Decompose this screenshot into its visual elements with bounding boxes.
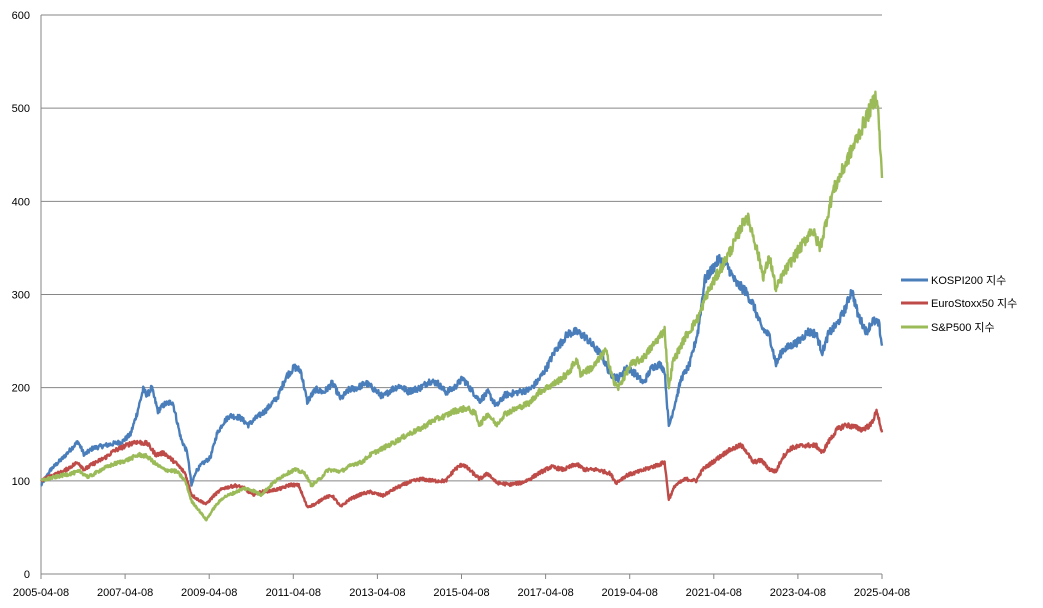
y-tick-label: 300 [12, 290, 30, 302]
x-tick-label: 2019-04-08 [602, 587, 658, 599]
x-tick-label: 2023-04-08 [770, 587, 826, 599]
x-tick-label: 2007-04-08 [97, 587, 153, 599]
x-tick-label: 2025-04-08 [854, 587, 910, 599]
y-tick-label: 200 [12, 383, 30, 395]
x-tick-label: 2021-04-08 [686, 587, 742, 599]
series-line-1 [40, 408, 884, 509]
legend-label: S&P500 지수 [931, 321, 995, 334]
legend-label: KOSPI200 지수 [931, 274, 1006, 287]
series-line-2 [40, 90, 884, 522]
series-line-0 [40, 253, 884, 487]
x-tick-label: 2009-04-08 [181, 587, 237, 599]
x-tick-label: 2017-04-08 [517, 587, 573, 599]
x-tick-label: 2015-04-08 [433, 587, 489, 599]
series-lines [40, 90, 884, 522]
y-tick-label: 100 [12, 476, 30, 488]
x-tick-label: 2013-04-08 [349, 587, 405, 599]
legend-label: EuroStoxx50 지수 [931, 297, 1017, 310]
axes [40, 15, 883, 579]
y-axis-tick-labels: 0 100 200 300 400 500 600 [12, 10, 30, 581]
y-tick-label: 0 [24, 569, 30, 581]
y-tick-label: 500 [12, 103, 30, 115]
y-tick-label: 600 [12, 10, 30, 22]
legend: KOSPI200 지수 EuroStoxx50 지수 S&P500 지수 [901, 274, 1017, 334]
gridlines [41, 14, 882, 482]
x-tick-label: 2005-04-08 [13, 587, 69, 599]
x-tick-label: 2011-04-08 [266, 587, 321, 599]
x-axis-tick-labels: 2005-04-08 2007-04-08 2009-04-08 2011-04-08… [13, 587, 910, 599]
y-tick-label: 400 [12, 196, 30, 208]
